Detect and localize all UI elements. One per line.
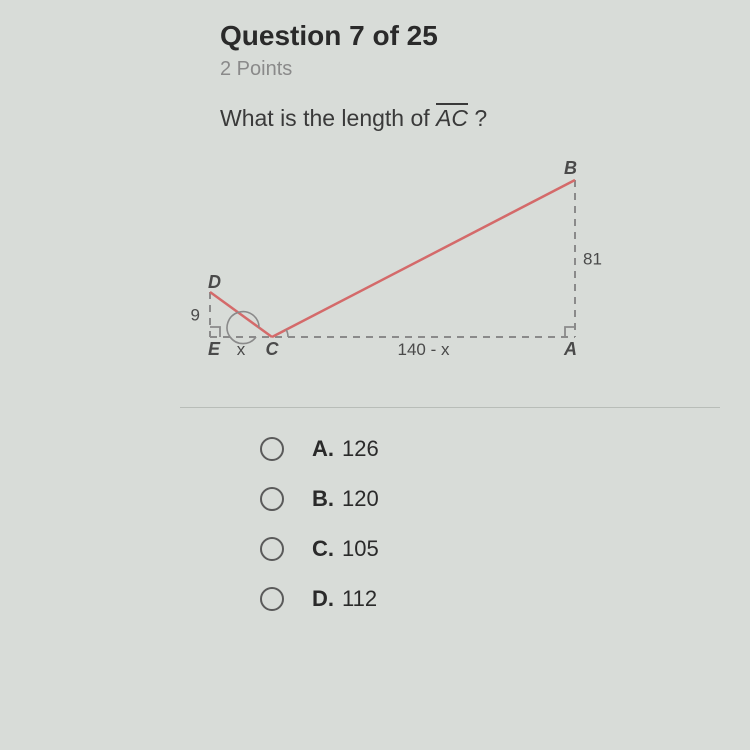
diagram-container: B D E C A 9 81 x 140 - x [180,152,720,377]
option-letter: C. [312,536,334,562]
svg-text:E: E [208,339,221,359]
prompt-prefix: What is the length of [220,105,436,131]
question-panel: Question 7 of 25 2 Points What is the le… [220,20,720,636]
radio-icon[interactable] [260,437,284,461]
option-value: 105 [342,536,379,562]
answer-option[interactable]: C. 105 [260,536,720,562]
option-value: 126 [342,436,379,462]
option-value: 112 [342,586,377,612]
radio-icon[interactable] [260,587,284,611]
svg-text:B: B [564,158,577,178]
radio-icon[interactable] [260,487,284,511]
answer-options: A. 126 B. 120 C. 105 D. 112 [260,436,720,612]
question-title: Question 7 of 25 [220,20,720,52]
answer-option[interactable]: B. 120 [260,486,720,512]
svg-text:81: 81 [583,250,602,269]
question-points: 2 Points [220,58,720,81]
answer-option[interactable]: A. 126 [260,436,720,462]
prompt-segment: AC [436,105,468,132]
svg-text:140 - x: 140 - x [398,340,450,359]
triangle-diagram: B D E C A 9 81 x 140 - x [180,152,620,372]
option-letter: A. [312,436,334,462]
prompt-suffix: ? [468,105,487,131]
option-letter: B. [312,486,334,512]
option-value: 120 [342,486,379,512]
question-prompt: What is the length of AC ? [220,105,720,132]
svg-text:C: C [266,339,280,359]
divider [180,407,720,408]
answer-option[interactable]: D. 112 [260,586,720,612]
svg-text:9: 9 [191,306,200,325]
svg-text:D: D [208,272,221,292]
svg-text:A: A [563,339,577,359]
option-letter: D. [312,586,334,612]
svg-text:x: x [237,340,246,359]
radio-icon[interactable] [260,537,284,561]
